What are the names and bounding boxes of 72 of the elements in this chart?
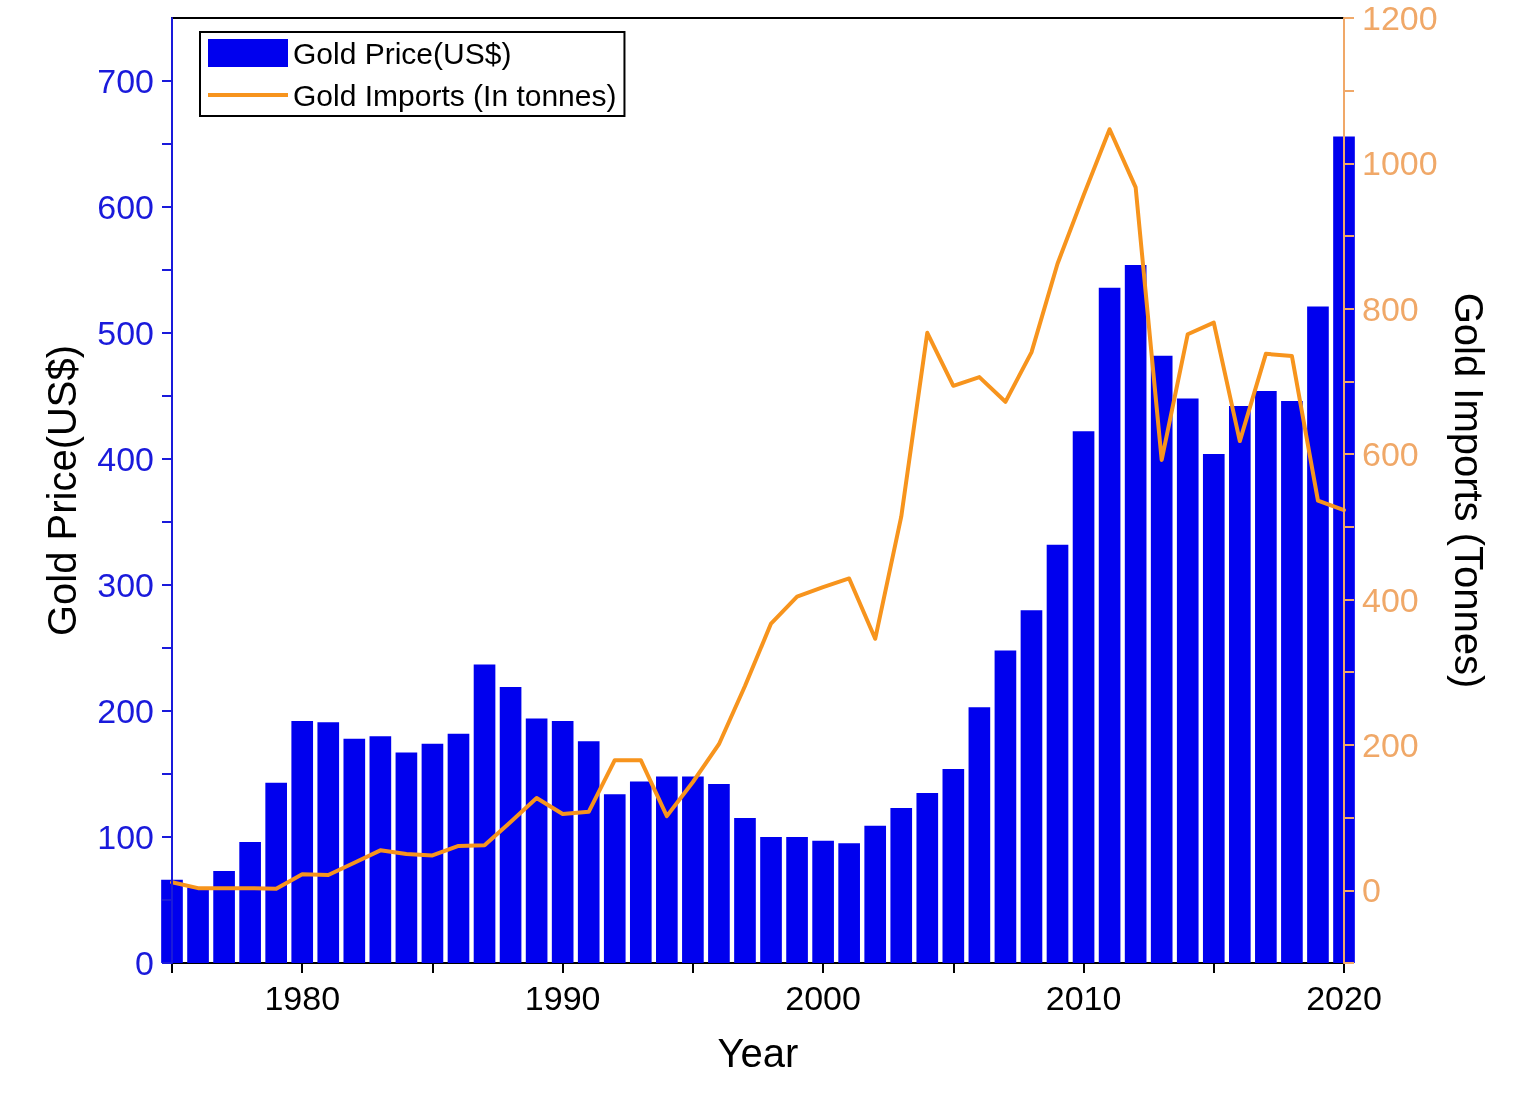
y-tick-label: 400 (97, 440, 154, 478)
bar (890, 808, 913, 963)
x-tick-label: 1980 (264, 979, 341, 1017)
y-tick-label: 0 (135, 944, 154, 982)
bar (786, 837, 808, 963)
bar (994, 650, 1017, 963)
bar (239, 842, 261, 963)
bar (1333, 136, 1355, 963)
bar (1307, 306, 1329, 963)
bar (1150, 355, 1173, 963)
y-tick-label: 100 (97, 818, 154, 856)
bar (1046, 544, 1069, 963)
bar (213, 871, 235, 963)
y2-tick-label: 200 (1362, 725, 1419, 764)
bar (760, 837, 782, 963)
bar (864, 825, 887, 963)
bar (682, 776, 704, 963)
bar (1255, 390, 1277, 963)
bar (1124, 264, 1147, 963)
bar (1020, 610, 1043, 963)
bar (1072, 431, 1095, 963)
y-tick-label: 500 (97, 314, 154, 352)
bar (603, 794, 626, 963)
x-tick-label: 2010 (1045, 979, 1122, 1017)
bar (499, 687, 522, 963)
bar (421, 743, 444, 963)
bar (577, 741, 600, 963)
bar (734, 818, 756, 963)
x-tick-label: 2000 (785, 979, 861, 1017)
y2-tick-label: 600 (1362, 435, 1419, 474)
legend-label: Gold Price(US$) (293, 36, 512, 70)
bar (916, 792, 939, 963)
bar (395, 752, 418, 963)
bar (1176, 398, 1199, 963)
bar (161, 879, 183, 963)
y2-tick-label: 1200 (1362, 0, 1438, 37)
bar (187, 887, 209, 963)
bar (291, 721, 314, 963)
bar (708, 784, 730, 963)
bar (838, 843, 860, 963)
y2-tick-label: 0 (1362, 871, 1381, 910)
y-tick-label: 700 (97, 62, 154, 100)
bar (942, 768, 965, 963)
y2-tick-label: 400 (1362, 580, 1419, 619)
y-tick-label: 200 (97, 692, 154, 730)
bar (968, 707, 991, 963)
y-tick-label: 300 (97, 566, 154, 604)
bar (525, 718, 548, 963)
bar (369, 736, 392, 963)
bar (265, 782, 288, 963)
line-series (170, 127, 1346, 891)
bar (656, 776, 678, 963)
bar (447, 733, 470, 963)
y-axis-title: Gold Price(US$) (40, 344, 84, 637)
y2-tick-label: 1000 (1362, 144, 1438, 183)
x-axis-title: Year (717, 1031, 799, 1075)
bar (1098, 287, 1121, 963)
bar (629, 781, 652, 963)
bar (551, 721, 574, 963)
bar (1202, 453, 1225, 963)
bar (1281, 401, 1303, 963)
y-tick-label: 600 (97, 188, 154, 226)
bar (473, 664, 496, 963)
x-tick-label: 2020 (1306, 979, 1382, 1017)
legend-label: Gold Imports (In tonnes) (293, 78, 617, 112)
x-tick-label: 1990 (524, 979, 601, 1017)
y2-tick-label: 800 (1362, 289, 1419, 328)
bar (317, 722, 340, 963)
bar (343, 738, 366, 963)
y2-axis-title: Gold Imports (Tonnes) (1446, 292, 1491, 689)
bar (812, 840, 834, 963)
bar (1228, 406, 1251, 963)
